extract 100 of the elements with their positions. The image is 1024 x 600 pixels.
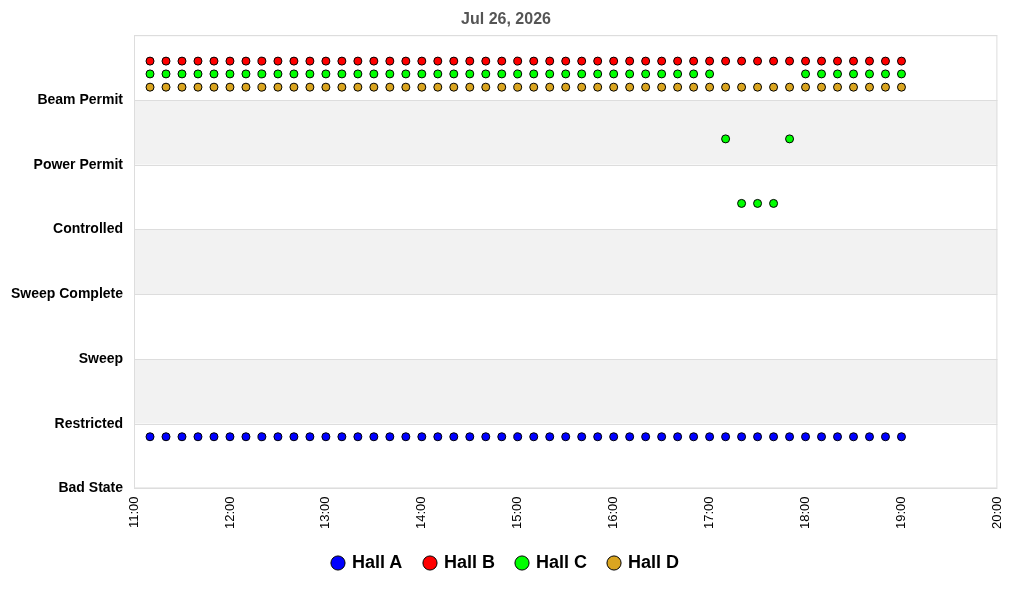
point (257, 56, 267, 66)
point (817, 56, 827, 66)
x-tick-label: 14:00 (413, 496, 429, 530)
point (625, 82, 635, 92)
point (545, 69, 555, 79)
point (241, 432, 251, 442)
point (641, 69, 651, 79)
point (721, 82, 731, 92)
point (305, 69, 315, 79)
point (721, 134, 731, 144)
x-tick-label: 12:00 (221, 496, 237, 530)
point (817, 82, 827, 92)
point (145, 82, 155, 92)
point (785, 432, 795, 442)
point (257, 69, 267, 79)
point (529, 432, 539, 442)
point (385, 82, 395, 92)
point (721, 432, 731, 442)
point (737, 82, 747, 92)
point (545, 56, 555, 66)
point (721, 56, 731, 66)
point (753, 82, 763, 92)
legend-label: Hall D (628, 551, 680, 572)
point (609, 432, 619, 442)
point (849, 69, 859, 79)
point (513, 69, 523, 79)
x-tick-label: 16:00 (605, 496, 621, 530)
point (481, 82, 491, 92)
point (161, 69, 171, 79)
category-label: Power Permit (33, 155, 124, 172)
point (753, 56, 763, 66)
point (896, 56, 906, 66)
x-tick-label: 13:00 (317, 496, 333, 530)
point (609, 56, 619, 66)
point (161, 56, 171, 66)
point (737, 198, 747, 208)
point (880, 56, 890, 66)
point (833, 432, 843, 442)
point (753, 432, 763, 442)
point (369, 82, 379, 92)
point (369, 56, 379, 66)
point (737, 432, 747, 442)
point (864, 56, 874, 66)
point (193, 82, 203, 92)
point (449, 69, 459, 79)
point (705, 69, 715, 79)
point (593, 56, 603, 66)
point (321, 56, 331, 66)
point (225, 82, 235, 92)
point (705, 82, 715, 92)
point (193, 69, 203, 79)
point (465, 56, 475, 66)
point (833, 69, 843, 79)
category-label: Controlled (53, 220, 124, 237)
point (321, 69, 331, 79)
point (385, 69, 395, 79)
point (353, 69, 363, 79)
point (849, 432, 859, 442)
point (785, 56, 795, 66)
point (433, 432, 443, 442)
point (209, 432, 219, 442)
point (257, 82, 267, 92)
point (433, 69, 443, 79)
point (864, 82, 874, 92)
point (417, 56, 427, 66)
point (896, 82, 906, 92)
point (449, 82, 459, 92)
point (593, 432, 603, 442)
point (497, 432, 507, 442)
point (625, 69, 635, 79)
point (801, 82, 811, 92)
point (625, 432, 635, 442)
point (609, 82, 619, 92)
point (289, 432, 299, 442)
point (657, 82, 667, 92)
point (657, 432, 667, 442)
point (289, 82, 299, 92)
point (193, 432, 203, 442)
category-label: Bad State (58, 479, 124, 496)
point (177, 432, 187, 442)
point (257, 432, 267, 442)
legend-label: Hall B (443, 551, 495, 572)
point (513, 56, 523, 66)
point (145, 56, 155, 66)
point (353, 82, 363, 92)
point (337, 56, 347, 66)
point (673, 432, 683, 442)
point (401, 69, 411, 79)
point (289, 56, 299, 66)
point (497, 56, 507, 66)
point (880, 69, 890, 79)
point (177, 82, 187, 92)
point (657, 69, 667, 79)
point (801, 432, 811, 442)
point (705, 56, 715, 66)
point (401, 432, 411, 442)
point (289, 69, 299, 79)
point (896, 69, 906, 79)
point (817, 69, 827, 79)
point (161, 432, 171, 442)
